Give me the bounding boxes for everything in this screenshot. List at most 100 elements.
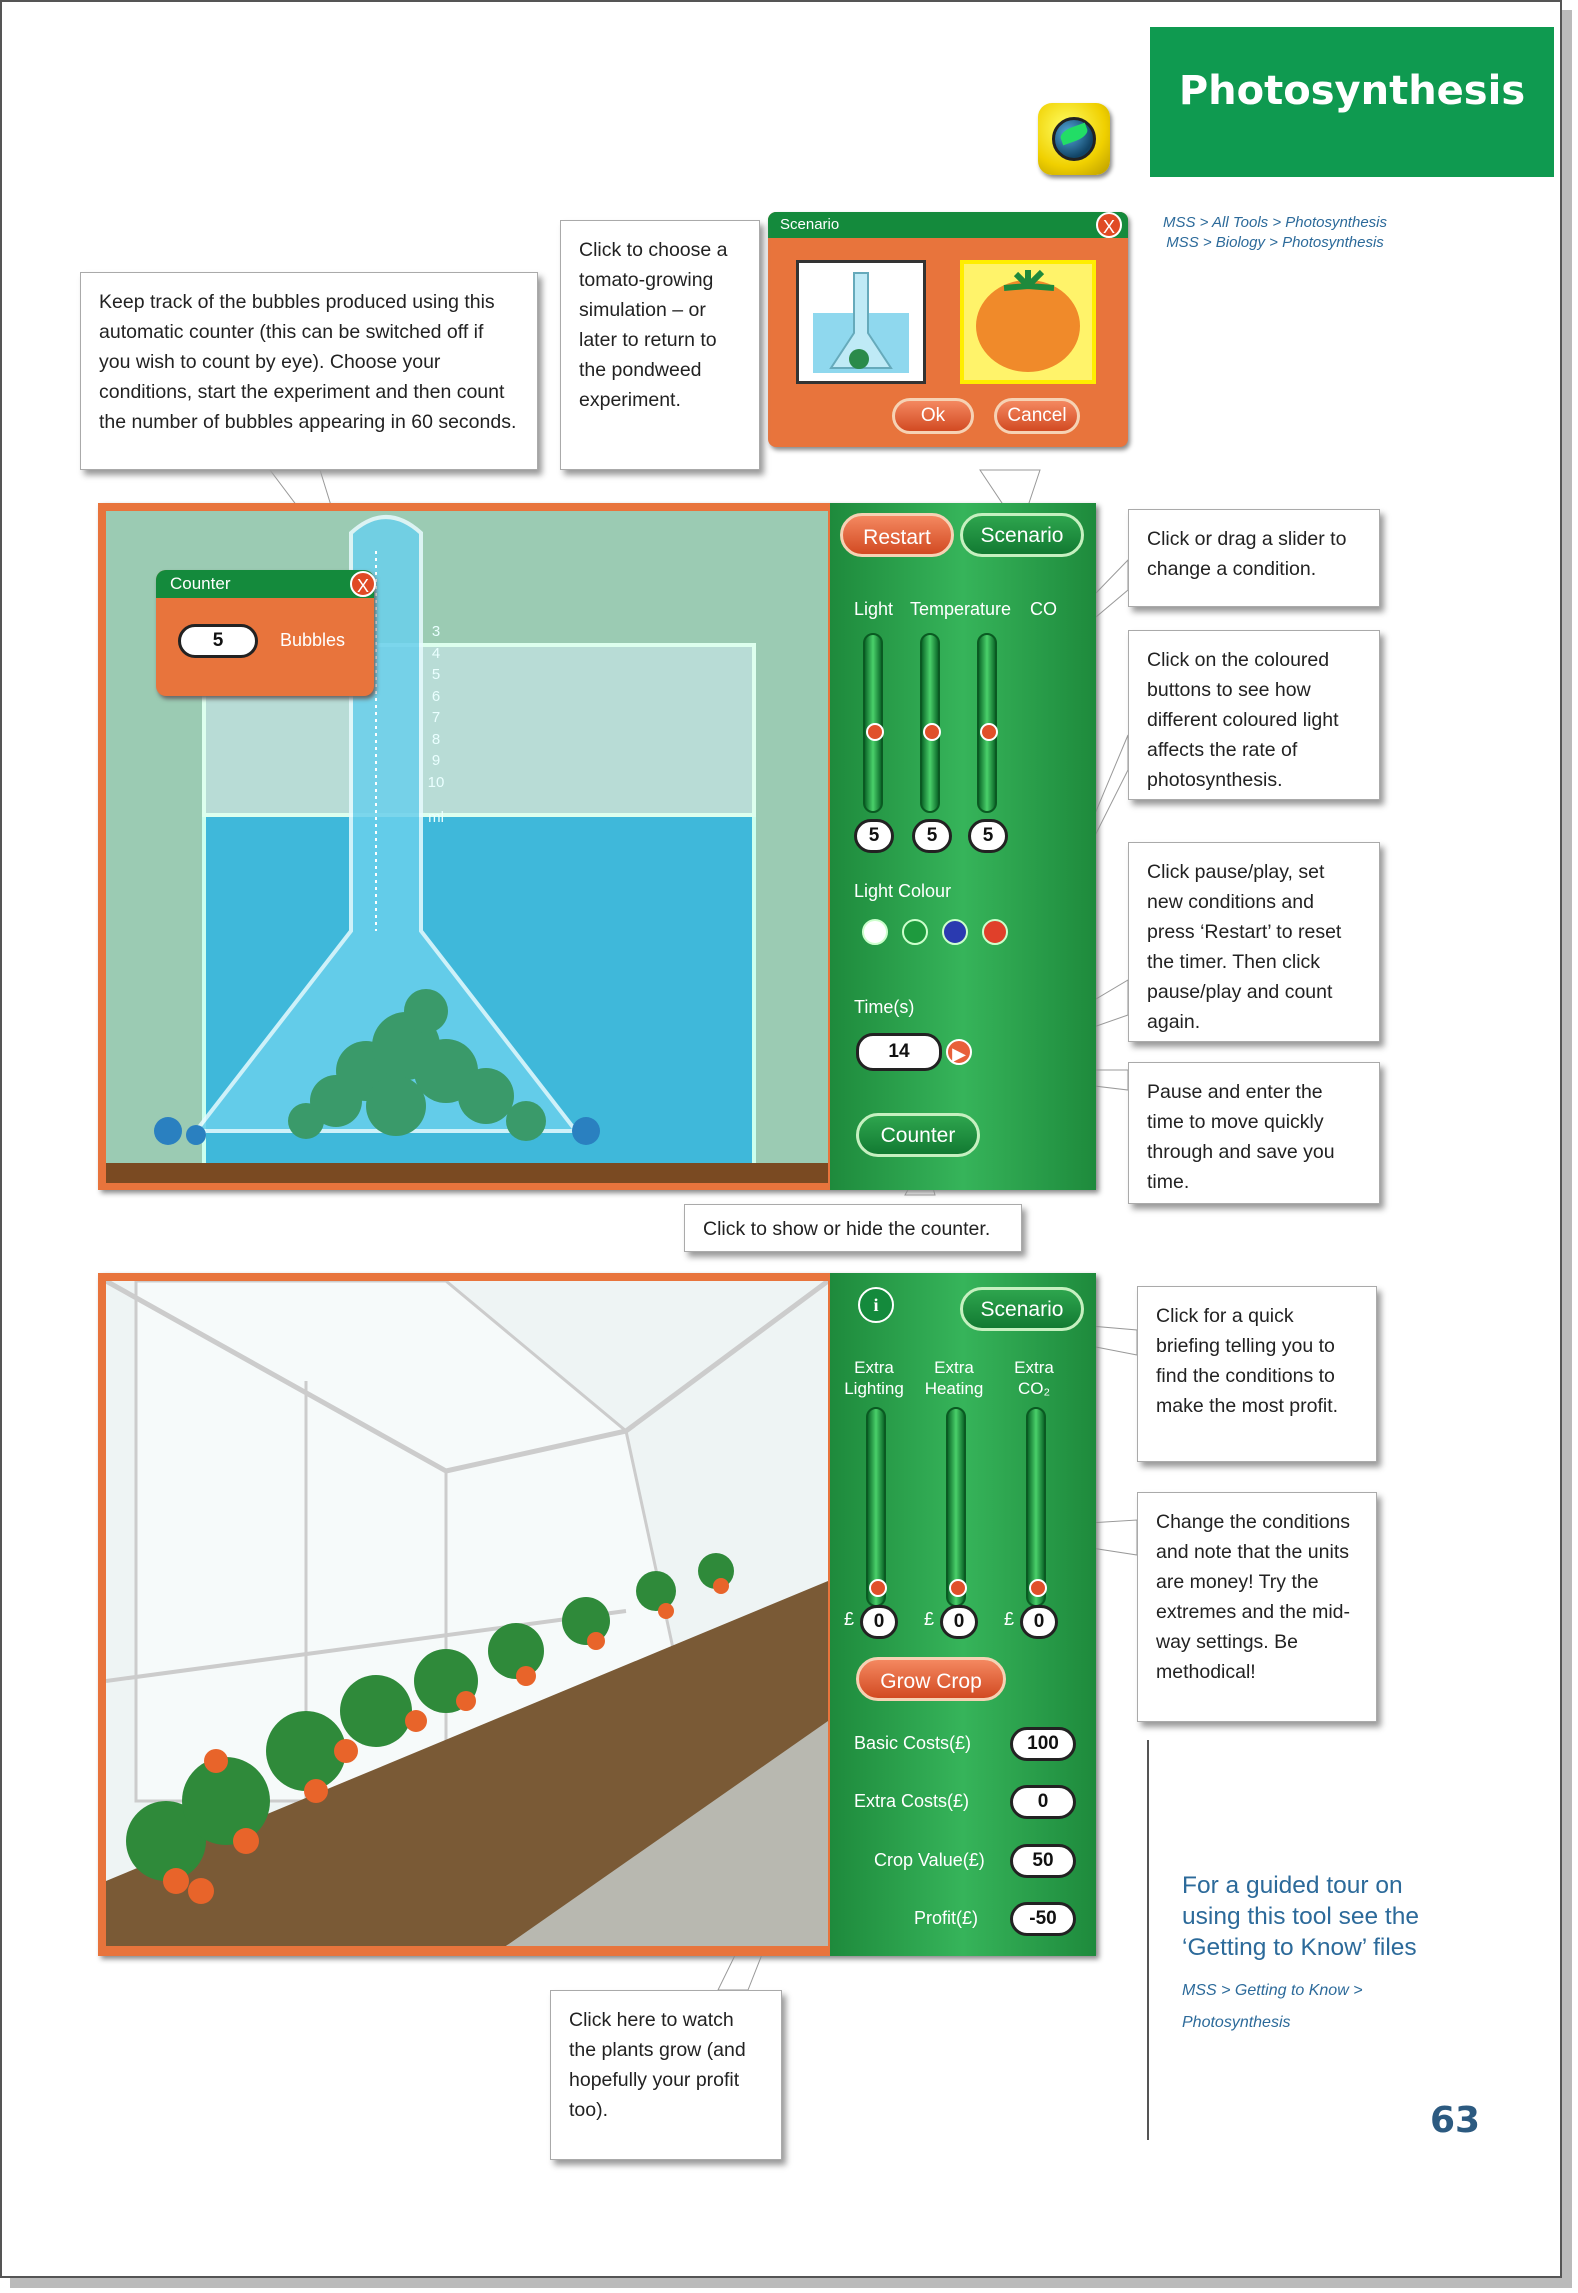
page-title: Photosynthesis xyxy=(1178,68,1526,114)
scenario-close-icon[interactable]: X xyxy=(1096,212,1122,238)
callout-briefing: Click for a quick briefing telling you t… xyxy=(1137,1286,1377,1462)
white-light-button[interactable] xyxy=(862,919,888,945)
page-number: 63 xyxy=(1430,2100,1481,2141)
co2-extra-value[interactable]: 0 xyxy=(1020,1605,1058,1639)
extra-co2-label: Extra CO₂ xyxy=(1014,1358,1054,1398)
extra-costs-label: Extra Costs(£) xyxy=(854,1791,970,1811)
crop-value-label: Crop Value(£) xyxy=(874,1850,985,1870)
tube-tick: 7 xyxy=(431,709,441,726)
heating-slider-knob[interactable] xyxy=(949,1579,967,1597)
lighting-slider[interactable] xyxy=(866,1407,886,1607)
tomato-controls: i Scenario Extra Lighting Extra Heating … xyxy=(830,1273,1096,1956)
basic-costs-value: 100 xyxy=(1010,1727,1076,1761)
tube-tick: 6 xyxy=(431,687,441,705)
extra-heating-label: Extra Heating xyxy=(924,1358,984,1398)
bubble-count[interactable]: 5 xyxy=(178,624,258,658)
guided-tour-breadcrumb[interactable]: MSS > Getting to Know > Photosynthesis xyxy=(1182,1982,1363,2031)
blue-light-button[interactable] xyxy=(942,919,968,945)
tomato-icon xyxy=(976,269,1080,372)
time-label: Time(s) xyxy=(854,997,915,1017)
tube-tick: 8 xyxy=(431,730,441,748)
callout-time: Pause and enter the time to move quickly… xyxy=(1128,1062,1380,1204)
beaker-thumbnail-icon xyxy=(813,272,909,373)
callout-counter-toggle: Click to show or hide the counter. xyxy=(684,1204,1022,1252)
greenhouse-scene xyxy=(106,1281,828,1946)
callout-conditions: Change the conditions and note that the … xyxy=(1137,1492,1377,1722)
counter-title: Counter xyxy=(156,570,374,598)
pondweed-scenario-option[interactable] xyxy=(796,260,926,384)
basic-costs-label: Basic Costs(£) xyxy=(854,1733,972,1753)
ok-button[interactable]: Ok xyxy=(892,398,974,434)
scenario-dialog: Scenario X Ok Cancel xyxy=(768,212,1128,447)
page-shadow xyxy=(10,2278,1572,2288)
co2-slider-knob[interactable] xyxy=(980,723,998,741)
callout-slider: Click or drag a slider to change a condi… xyxy=(1128,509,1380,607)
tube-tick: 5 xyxy=(431,666,441,683)
tube-scale: 3 4 5 6 7 8 9 10 ml xyxy=(424,621,448,829)
extra-costs-value: 0 xyxy=(1010,1785,1076,1819)
counter-close-icon[interactable]: X xyxy=(350,571,376,597)
header-banner xyxy=(1150,27,1554,177)
tube-unit: ml xyxy=(428,809,444,826)
counter-window: Counter X 5 Bubbles xyxy=(156,570,376,696)
co2-extra-slider[interactable] xyxy=(1026,1407,1046,1607)
bench xyxy=(106,1163,828,1183)
beaker-illustration xyxy=(154,515,756,1183)
extra-lighting-label: Extra Lighting xyxy=(844,1358,904,1398)
tube-tick: 4 xyxy=(431,644,441,662)
restart-button[interactable]: Restart xyxy=(840,513,954,557)
callout-grow: Click here to watch the plants grow (and… xyxy=(550,1990,782,2160)
temperature-value[interactable]: 5 xyxy=(912,819,952,853)
callout-pause: Click pause/play, set new conditions and… xyxy=(1128,842,1380,1042)
pondweed-scene: 3 4 5 6 7 8 9 10 ml xyxy=(106,511,828,1183)
heating-slider[interactable] xyxy=(946,1407,966,1607)
cancel-button[interactable]: Cancel xyxy=(994,398,1080,434)
breadcrumb-all-tools[interactable]: MSS > All Tools > Photosynthesis xyxy=(1162,214,1387,231)
pondweed-controls: Restart Scenario Light Temperature CO 5 … xyxy=(830,503,1096,1190)
crop-value-value: 50 xyxy=(1010,1844,1076,1878)
pondweed-simulation: 3 4 5 6 7 8 9 10 ml Restart Scenario Lig… xyxy=(98,503,1096,1190)
greenhouse-illustration xyxy=(106,1281,828,1946)
breadcrumb-biology[interactable]: MSS > Biology > Photosynthesis xyxy=(1166,234,1384,251)
profit-label: Profit(£) xyxy=(914,1908,979,1928)
light-value[interactable]: 5 xyxy=(854,819,894,853)
profit-value: -50 xyxy=(1010,1902,1076,1936)
heating-value[interactable]: 0 xyxy=(940,1605,978,1639)
photosynthesis-globe-icon xyxy=(1038,103,1110,175)
play-pause-icon[interactable]: ▶ xyxy=(946,1039,972,1065)
page-shadow xyxy=(1562,10,1572,2288)
lighting-slider-knob[interactable] xyxy=(869,1579,887,1597)
scenario-dialog-title: Scenario xyxy=(768,212,1128,238)
co2-extra-slider-knob[interactable] xyxy=(1029,1579,1047,1597)
breadcrumbs: MSS > All Tools > Photosynthesis MSS > B… xyxy=(1150,213,1400,253)
scenario-button[interactable]: Scenario xyxy=(960,513,1084,557)
green-light-button[interactable] xyxy=(902,919,928,945)
tube-tick: 10 xyxy=(427,773,445,791)
temperature-slider-knob[interactable] xyxy=(923,723,941,741)
co2-label: CO xyxy=(1030,599,1057,619)
info-icon[interactable]: i xyxy=(858,1287,894,1323)
tomato-simulation: i Scenario Extra Lighting Extra Heating … xyxy=(98,1273,1096,1956)
currency-symbol: £ xyxy=(1004,1609,1015,1629)
tube-tick: 3 xyxy=(431,623,441,640)
tube-tick: 9 xyxy=(431,752,441,769)
light-label: Light xyxy=(854,599,894,619)
currency-symbol: £ xyxy=(844,1609,855,1629)
callout-scenario: Click to choose a tomato-growing simulat… xyxy=(560,220,760,470)
light-colour-label: Light Colour xyxy=(854,881,952,901)
guided-tour-note: For a guided tour on using this tool see… xyxy=(1182,1872,1419,1961)
time-value[interactable]: 14 xyxy=(856,1033,942,1071)
co2-value[interactable]: 5 xyxy=(968,819,1008,853)
red-light-button[interactable] xyxy=(982,919,1008,945)
counter-button[interactable]: Counter xyxy=(856,1113,980,1157)
currency-symbol: £ xyxy=(924,1609,935,1629)
callout-counter: Keep track of the bubbles produced using… xyxy=(80,272,538,470)
tomato-scenario-button[interactable]: Scenario xyxy=(960,1287,1084,1331)
divider xyxy=(1147,1740,1149,2140)
tomato-scenario-option[interactable] xyxy=(960,260,1096,384)
light-slider-knob[interactable] xyxy=(866,723,884,741)
callout-colour: Click on the coloured buttons to see how… xyxy=(1128,630,1380,800)
temperature-label: Temperature xyxy=(910,599,1012,619)
grow-crop-button[interactable]: Grow Crop xyxy=(856,1657,1006,1701)
lighting-value[interactable]: 0 xyxy=(860,1605,898,1639)
